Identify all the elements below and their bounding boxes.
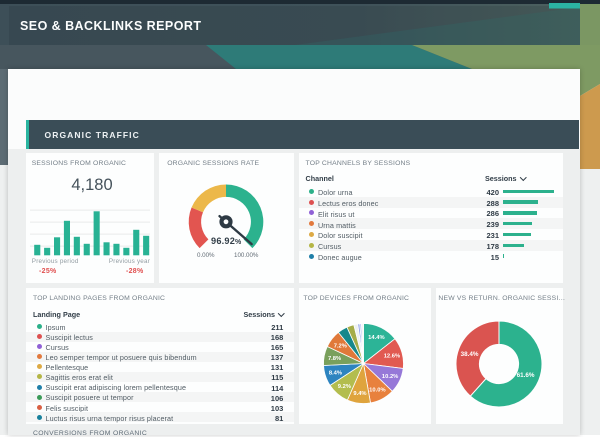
svg-text:7.2%: 7.2% <box>334 343 347 349</box>
svg-text:10.2%: 10.2% <box>382 374 398 380</box>
svg-text:12.6%: 12.6% <box>384 354 400 360</box>
svg-text:14.4%: 14.4% <box>368 335 384 341</box>
svg-text:9.2%: 9.2% <box>338 384 351 390</box>
svg-text:38.4%: 38.4% <box>461 351 479 358</box>
svg-text:61.6%: 61.6% <box>517 372 535 379</box>
svg-text:10.0%: 10.0% <box>369 388 385 394</box>
svg-text:8.4%: 8.4% <box>329 371 342 377</box>
svg-text:7.8%: 7.8% <box>328 356 341 362</box>
svg-text:9.4%: 9.4% <box>353 391 366 397</box>
